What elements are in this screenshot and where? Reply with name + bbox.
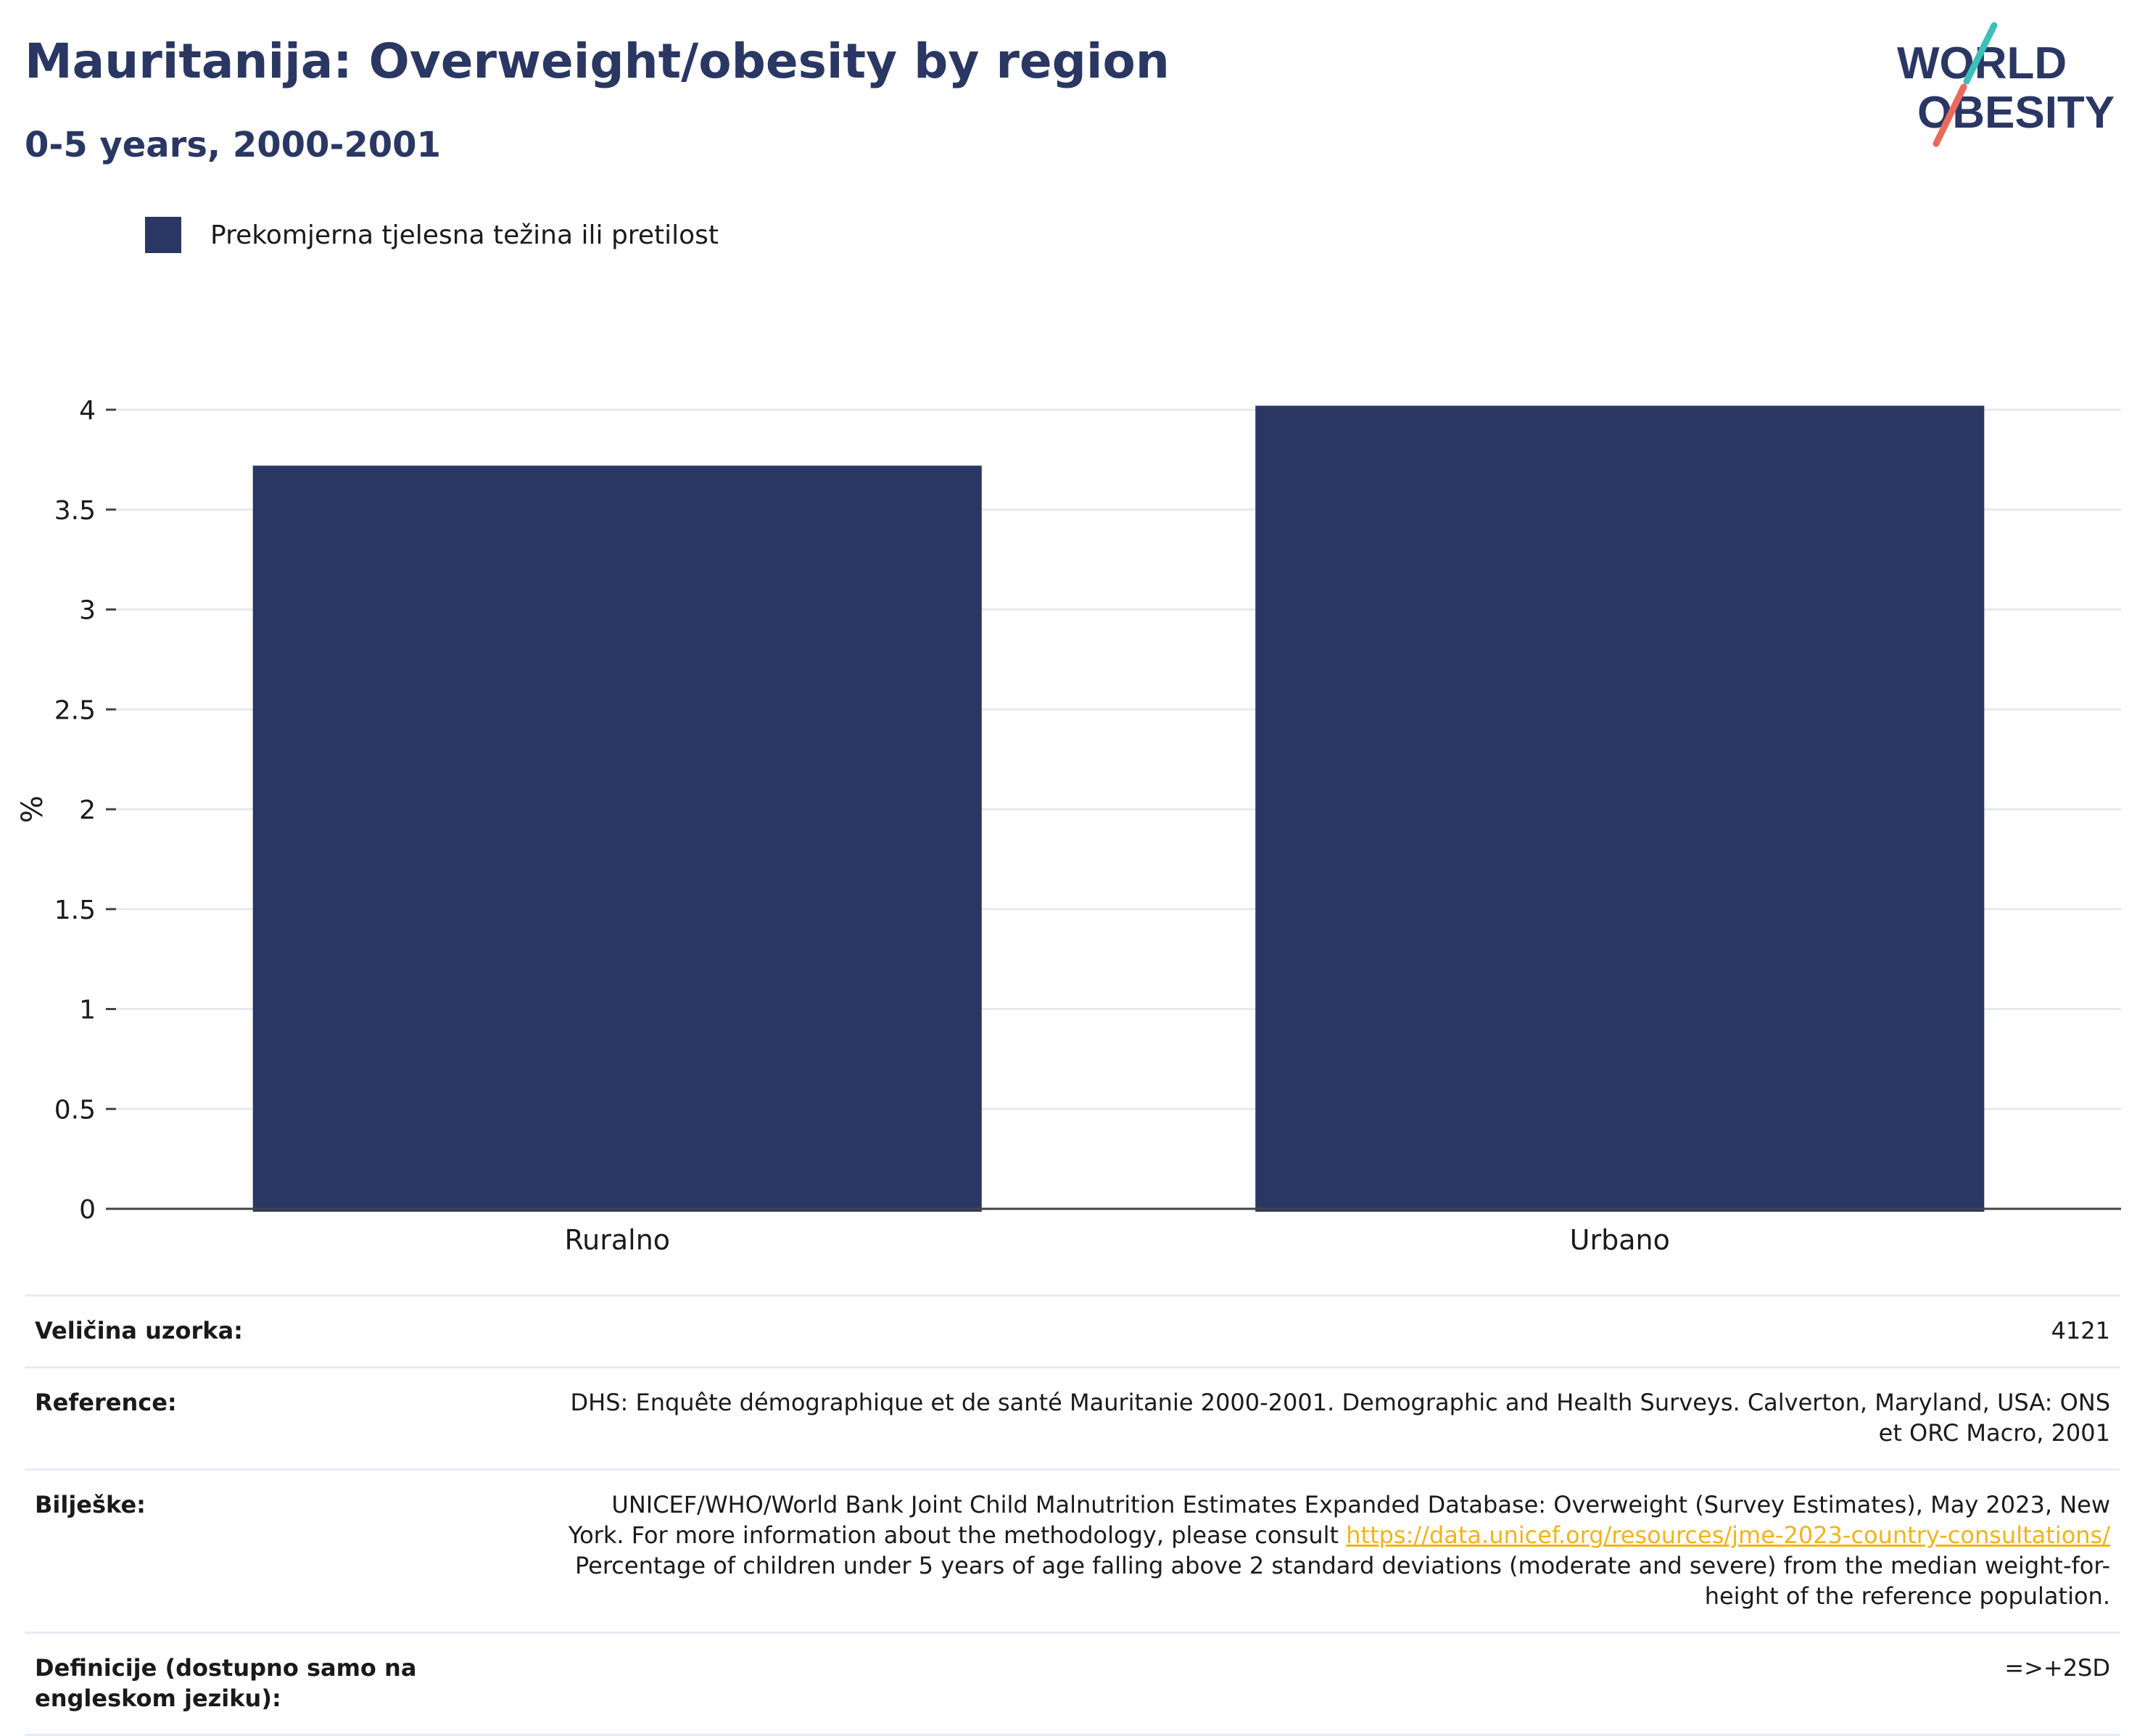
notes-value: UNICEF/WHO/World Bank Joint Child Malnut… xyxy=(557,1489,2110,1611)
reference-value: DHS: Enquête démographique et de santé M… xyxy=(570,1389,2111,1447)
info-row-sample: Veličina uzorka: 4121 xyxy=(25,1294,2120,1366)
sample-size-label: Veličina uzorka: xyxy=(35,1317,243,1344)
definitions-value: =>+2SD xyxy=(2004,1654,2110,1682)
y-tick-label: 3 xyxy=(79,596,96,626)
chart-legend: Prekomjerna tjelesna težina ili pretilos… xyxy=(145,215,719,255)
y-tick-label: 0 xyxy=(79,1195,96,1225)
y-tick-label: 1.5 xyxy=(54,896,96,925)
info-table: Veličina uzorka: 4121 Reference: DHS: En… xyxy=(25,1294,2120,1736)
y-axis-ticks: 0 0.5 1 1.5 2 2.5 3 3.5 4 xyxy=(54,396,116,1225)
y-tick-label: 2.5 xyxy=(54,695,96,725)
reference-label: Reference: xyxy=(35,1389,177,1416)
notes-text-2: Percentage of children under 5 years of … xyxy=(575,1552,2110,1610)
y-tick-label: 0.5 xyxy=(54,1095,96,1125)
notes-label: Bilješke: xyxy=(35,1491,146,1518)
x-tick-label: Urbano xyxy=(1570,1224,1670,1256)
methodology-link[interactable]: https://data.unicef.org/resources/jme-20… xyxy=(1346,1521,2110,1549)
info-row-reference: Reference: DHS: Enquête démographique et… xyxy=(25,1366,2120,1468)
bars xyxy=(252,405,1985,1212)
logo-line-2: OBESITY xyxy=(1917,88,2115,138)
legend-label: Prekomjerna tjelesna težina ili pretilos… xyxy=(210,220,719,250)
world-obesity-logo: WORLD OBESITY xyxy=(1897,22,2115,147)
legend-swatch xyxy=(145,217,181,253)
x-tick-label: Ruralno xyxy=(564,1224,670,1256)
y-axis-label: % xyxy=(16,795,49,823)
bar-ruralno xyxy=(252,466,982,1212)
y-tick-label: 2 xyxy=(79,795,96,825)
logo-slash-coral xyxy=(1933,83,1967,147)
info-row-notes: Bilješke: UNICEF/WHO/World Bank Joint Ch… xyxy=(25,1468,2120,1632)
bar-urbano xyxy=(1255,405,1985,1212)
logo-slash-teal xyxy=(1963,22,1998,85)
chart-subtitle: 0-5 years, 2000-2001 xyxy=(25,125,441,165)
sample-size-value: 4121 xyxy=(2051,1317,2110,1344)
chart-title: Mauritanija: Overweight/obesity by regio… xyxy=(25,33,1170,89)
definitions-label: Definicije (dostupno samo na engleskom j… xyxy=(35,1654,417,1712)
y-tick-label: 1 xyxy=(79,996,96,1025)
notes-text-1: UNICEF/WHO/World Bank Joint Child Malnut… xyxy=(568,1491,2110,1549)
info-row-definitions: Definicije (dostupno samo na engleskom j… xyxy=(25,1632,2120,1736)
y-tick-label: 4 xyxy=(79,396,96,426)
bar-chart: 0 0.5 1 1.5 2 2.5 3 3.5 4 Ruralno Urbano % xyxy=(16,396,2121,1256)
y-tick-label: 3.5 xyxy=(54,496,96,526)
x-axis-labels: Ruralno Urbano xyxy=(564,1224,1669,1256)
